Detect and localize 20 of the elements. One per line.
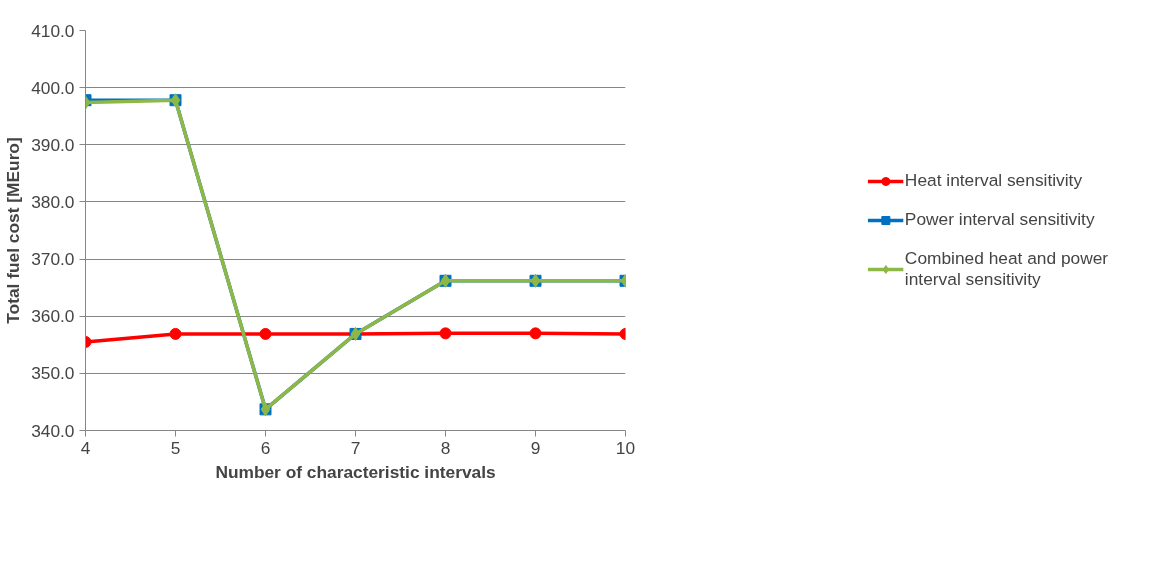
x-tick-label: 4	[80, 437, 91, 458]
y-tick-label: 340.0	[31, 420, 75, 441]
legend-label: Heat interval sensitivity	[904, 170, 1084, 191]
x-tick-label: 8	[440, 437, 451, 458]
x-tick-label: 10	[615, 437, 636, 458]
x-tick-label: 6	[260, 437, 271, 458]
x-tick-label: 9	[530, 437, 541, 458]
legend-label: Power interval sensitivity	[904, 209, 1096, 230]
y-axis-title: Total fuel cost [MEuro]	[3, 137, 24, 324]
x-tick-label: 7	[350, 437, 361, 458]
y-tick-label: 390.0	[31, 134, 75, 155]
y-tick-label: 370.0	[31, 249, 75, 270]
y-tick-label: 360.0	[31, 306, 75, 327]
legend-label: Combined heat and power interval sensitivity	[904, 248, 1109, 290]
y-tick-label: 380.0	[31, 191, 75, 212]
y-tick-label: 400.0	[31, 77, 75, 98]
x-tick-label: 5	[170, 437, 181, 458]
y-tick-label: 410.0	[31, 20, 75, 41]
x-axis-title: Number of characteristic intervals	[215, 461, 496, 482]
y-tick-label: 350.0	[31, 363, 75, 384]
